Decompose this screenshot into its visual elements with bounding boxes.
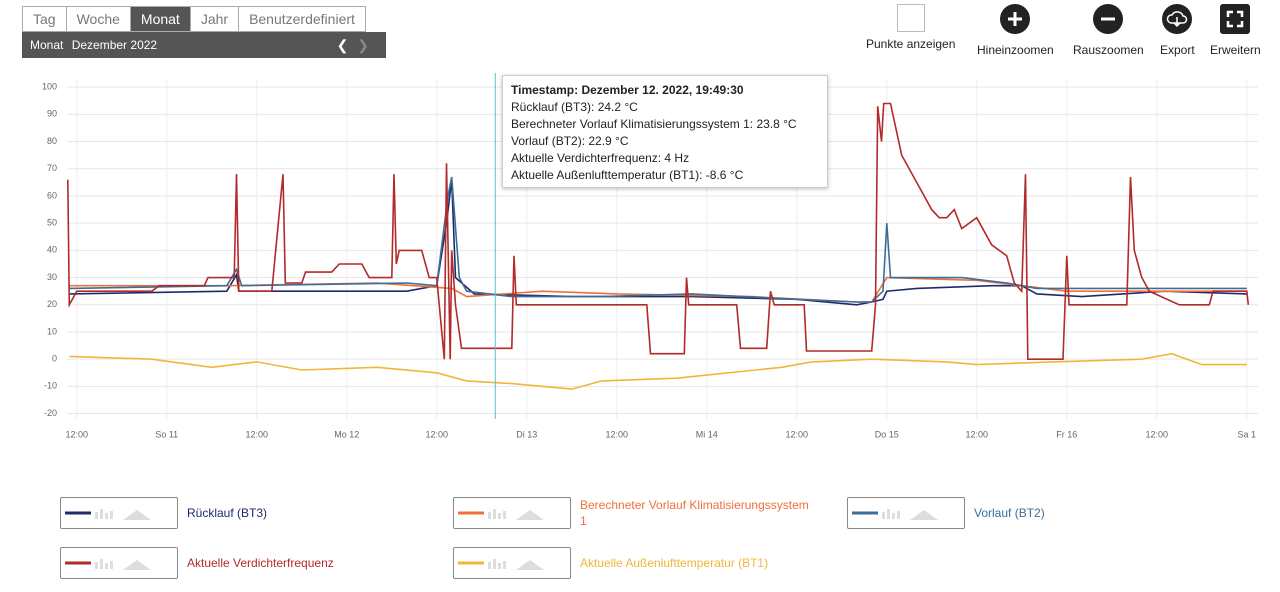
legend-bars: [882, 509, 900, 519]
legend-box: [453, 547, 571, 579]
export[interactable]: Export: [1160, 4, 1195, 57]
legend-bars: [95, 559, 113, 569]
legend-icon: [458, 559, 544, 570]
series-line: [67, 102, 1250, 360]
tool-label: Punkte anzeigen: [866, 37, 956, 51]
next-arrow[interactable]: ❯: [357, 37, 369, 53]
legend-label: Aktuelle Außenlufttemperatur (BT1): [580, 556, 769, 570]
legend-box: [60, 547, 178, 579]
x-tick-label: Do 15: [875, 429, 899, 439]
period-arrows: ❮ ❯: [337, 32, 374, 58]
y-tick-label: 20: [47, 299, 57, 309]
icon: [1162, 4, 1193, 34]
legend-item[interactable]: Vorlauf (BT2): [847, 497, 1204, 529]
y-tick-label: 30: [47, 272, 57, 282]
prev-arrow[interactable]: ❮: [336, 37, 349, 53]
legend-bars: [488, 559, 506, 569]
legend-area: [910, 510, 938, 520]
y-tick-label: -10: [44, 381, 57, 391]
legend-box: [60, 497, 178, 529]
show-points[interactable]: Punkte anzeigen: [866, 4, 955, 51]
series-line: [69, 179, 1247, 306]
x-tick-label: Mo 12: [334, 429, 359, 439]
tab[interactable]: Woche: [66, 7, 131, 31]
legend-label: Aktuelle Verdichterfrequenz: [187, 556, 334, 570]
legend-area: [516, 510, 544, 520]
period-bar: Monat Dezember 2022 ❮ ❯: [22, 32, 386, 58]
y-tick-label: 80: [47, 136, 57, 146]
zoom-out[interactable]: Rauszoomen: [1073, 4, 1144, 57]
legend-box: [453, 497, 571, 529]
x-tick-label: Fr 16: [1056, 429, 1077, 439]
expand[interactable]: Erweitern: [1210, 4, 1261, 57]
legend-area: [123, 560, 151, 570]
tab[interactable]: Monat: [130, 7, 191, 31]
zoom-in[interactable]: Hineinzoomen: [977, 4, 1054, 57]
x-tick-label: So 11: [155, 429, 178, 439]
legend-area: [123, 510, 151, 520]
icon: [1000, 4, 1031, 34]
y-tick-label: -20: [44, 408, 57, 418]
x-tick-label: 12:00: [605, 429, 628, 439]
legend-item[interactable]: Rücklauf (BT3): [60, 497, 417, 529]
legend-icon: [65, 509, 151, 520]
y-tick-label: 40: [47, 245, 57, 255]
tooltip-line: Rücklauf (BT3): 24.2 °C: [511, 100, 638, 114]
tool-label: Export: [1160, 43, 1195, 57]
tooltip-timestamp: Timestamp: Dezember 12. 2022, 19:49:30: [511, 83, 744, 97]
tab[interactable]: Tag: [23, 7, 67, 31]
y-tick-label: 0: [52, 354, 57, 364]
tooltip-line: Aktuelle Verdichterfrequenz: 4 Hz: [511, 151, 690, 165]
tooltip-line: Aktuelle Außenlufttemperatur (BT1): -8.6…: [511, 168, 744, 182]
legend-icon: [852, 509, 938, 520]
series-line: [69, 352, 1247, 390]
y-tick-label: 50: [47, 218, 57, 228]
tooltip-line: Vorlauf (BT2): 22.9 °C: [511, 134, 629, 148]
x-tick-label: 12:00: [1145, 429, 1168, 439]
legend-bars: [95, 509, 113, 519]
tool-label: Erweitern: [1210, 43, 1261, 57]
tooltip-line: Berechneter Vorlauf Klimatisierungssyste…: [511, 117, 797, 131]
legend-label: Rücklauf (BT3): [187, 506, 268, 520]
y-tick-label: 10: [47, 326, 57, 336]
legend-item[interactable]: Berechneter Vorlauf Klimatisierungssyste…: [453, 497, 810, 529]
series-line: [69, 176, 1247, 303]
y-tick-label: 60: [47, 190, 57, 200]
x-tick-label: Di 13: [516, 429, 537, 439]
x-tick-label: 12:00: [785, 429, 808, 439]
x-tick-label: 12:00: [425, 429, 448, 439]
legend-bars: [488, 509, 506, 519]
icon: [1220, 4, 1251, 34]
x-tick-label: 12:00: [65, 429, 88, 439]
legend-label: Vorlauf (BT2): [974, 506, 1045, 520]
legend-label: Berechneter Vorlauf Klimatisierungssyste…: [580, 498, 809, 528]
tool-label: Rauszoomen: [1073, 43, 1144, 57]
x-tick-label: 12:00: [245, 429, 268, 439]
y-tick-label: 100: [42, 82, 57, 92]
tool-label: Hineinzoomen: [977, 43, 1054, 57]
legend-area: [516, 560, 544, 570]
tooltip: Timestamp: Dezember 12. 2022, 19:49:30 R…: [502, 75, 828, 188]
legend-item[interactable]: Aktuelle Außenlufttemperatur (BT1): [453, 547, 810, 579]
x-tick-label: Sa 1: [1237, 429, 1256, 439]
legend-icon: [65, 559, 151, 570]
range-tabs: Tag Woche Monat Jahr Benutzerdefiniert: [22, 6, 366, 32]
x-tick-label: 12:00: [965, 429, 988, 439]
legend-box: [847, 497, 965, 529]
legend-item[interactable]: Aktuelle Verdichterfrequenz: [60, 547, 417, 579]
y-tick-label: 70: [47, 163, 57, 173]
icon: [1093, 4, 1124, 34]
legend-icon: [458, 509, 544, 520]
period-label: Monat: [30, 38, 64, 52]
x-tick-label: Mi 14: [696, 429, 718, 439]
tab[interactable]: Jahr: [190, 7, 240, 31]
period-value: Dezember 2022: [71, 38, 158, 52]
y-tick-label: 90: [47, 109, 57, 119]
tab[interactable]: Benutzerdefiniert: [239, 7, 365, 31]
